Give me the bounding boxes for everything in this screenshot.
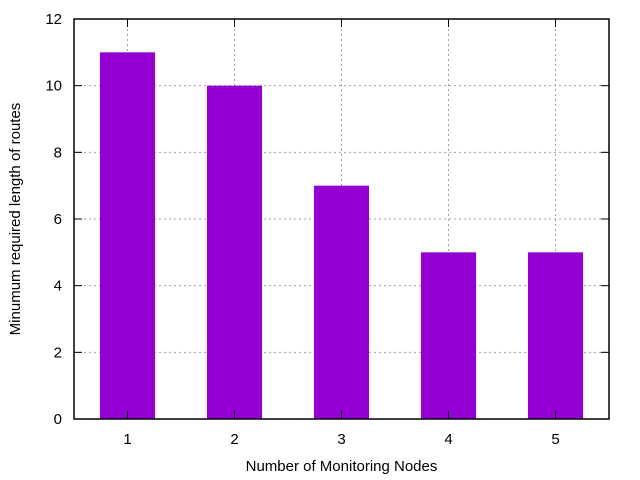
x-tick-label: 2 xyxy=(230,431,238,448)
x-tick-label: 1 xyxy=(123,431,131,448)
bar-4 xyxy=(420,252,477,419)
y-tick-label: 2 xyxy=(54,344,62,361)
x-tick-label: 5 xyxy=(551,431,559,448)
bar-5 xyxy=(527,252,584,419)
bar-2 xyxy=(206,85,263,420)
y-tick-label: 8 xyxy=(54,144,62,161)
x-tick-label: 3 xyxy=(337,431,345,448)
y-tick-label: 4 xyxy=(54,278,62,295)
y-tick-label: 10 xyxy=(45,78,62,95)
y-tick-label: 6 xyxy=(54,211,62,228)
x-tick-label: 4 xyxy=(444,431,452,448)
bar-3 xyxy=(313,185,370,419)
y-axis-label: Minumum required length of routes xyxy=(7,103,24,336)
y-tick-label: 0 xyxy=(54,411,62,428)
y-tick-label: 12 xyxy=(45,11,62,28)
bar-1 xyxy=(99,52,156,419)
x-axis-label: Number of Monitoring Nodes xyxy=(246,458,438,475)
bar-layer xyxy=(99,52,584,420)
